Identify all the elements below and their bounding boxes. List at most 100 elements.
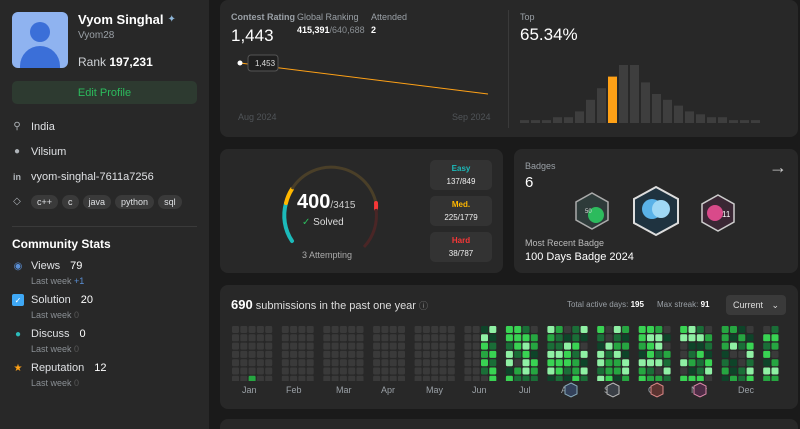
heatmap-cell[interactable] [647,350,654,358]
heatmap-cell[interactable] [514,359,522,367]
heatmap-cell[interactable] [398,326,405,333]
heatmap-cell[interactable] [356,359,364,367]
heatmap-cell[interactable] [298,342,306,350]
heatmap-cell[interactable] [256,367,264,375]
heatmap-cell[interactable] [339,326,347,333]
heatmap-cell[interactable] [564,326,571,333]
heatmap-cell[interactable] [331,367,339,375]
heatmap-cell[interactable] [622,342,630,350]
heatmap-cell[interactable] [663,326,671,333]
heatmap-cell[interactable] [655,342,663,350]
heatmap-cell[interactable] [580,342,588,350]
heatmap-cell[interactable] [439,342,447,350]
heatmap-cell[interactable] [373,342,381,350]
heatmap-cell[interactable] [613,342,621,350]
heatmap-cell[interactable] [489,334,497,342]
heatmap-cell[interactable] [647,359,654,367]
heatmap-cell[interactable] [447,342,455,350]
heatmap-cell[interactable] [705,342,713,350]
heatmap-cell[interactable] [771,359,779,367]
heatmap-cell[interactable] [688,350,696,358]
heatmap-cell[interactable] [763,367,771,375]
heatmap-cell[interactable] [240,375,248,381]
heatmap-cell[interactable] [373,350,381,358]
heatmap-cell[interactable] [663,367,671,375]
heatmap-cell[interactable] [730,326,737,333]
heatmap-cell[interactable] [564,334,571,342]
heatmap-cell[interactable] [564,342,571,350]
heatmap-cell[interactable] [572,367,580,375]
heatmap-cell[interactable] [232,367,239,375]
heatmap-cell[interactable] [746,375,754,381]
heatmap-cell[interactable] [647,326,654,333]
heatmap-cell[interactable] [281,367,289,375]
heatmap-cell[interactable] [696,342,704,350]
heatmap-cell[interactable] [647,367,654,375]
heatmap-cell[interactable] [447,334,455,342]
heatmap-cell[interactable] [547,342,555,350]
heatmap-cell[interactable] [290,375,298,381]
heatmap-cell[interactable] [613,326,621,333]
heatmap-cell[interactable] [481,375,488,381]
edit-profile-button[interactable]: Edit Profile [12,81,197,104]
heatmap-cell[interactable] [447,359,455,367]
skill-tag[interactable]: java [82,194,112,209]
heatmap-cell[interactable] [472,367,480,375]
heatmap-cell[interactable] [356,350,364,358]
heatmap-cell[interactable] [398,350,405,358]
heatmap-cell[interactable] [339,334,347,342]
heatmap-cell[interactable] [439,350,447,358]
heatmap-cell[interactable] [481,334,488,342]
heatmap-cell[interactable] [721,375,729,381]
heatmap-cell[interactable] [389,326,397,333]
heatmap-cell[interactable] [422,375,430,381]
heatmap-cell[interactable] [422,359,430,367]
heatmap-cell[interactable] [647,342,654,350]
heatmap-cell[interactable] [256,350,264,358]
heatmap-cell[interactable] [663,350,671,358]
heatmap-cell[interactable] [730,375,737,381]
heatmap-cell[interactable] [348,359,356,367]
heatmap-cell[interactable] [281,350,289,358]
heatmap-cell[interactable] [481,367,488,375]
heatmap-cell[interactable] [730,350,737,358]
heatmap-cell[interactable] [597,375,605,381]
heatmap-cell[interactable] [655,350,663,358]
heatmap-cell[interactable] [481,359,488,367]
heatmap-cell[interactable] [339,342,347,350]
heatmap-cell[interactable] [572,359,580,367]
heatmap-cell[interactable] [530,350,538,358]
heatmap-cell[interactable] [298,359,306,367]
heatmap-cell[interactable] [663,342,671,350]
heatmap-cell[interactable] [422,342,430,350]
month-badge-icon[interactable] [650,382,664,398]
heatmap-cell[interactable] [547,350,555,358]
heatmap-cell[interactable] [638,342,646,350]
heatmap-cell[interactable] [422,350,430,358]
heatmap-cell[interactable] [605,350,613,358]
heatmap-cell[interactable] [306,334,314,342]
heatmap-cell[interactable] [331,359,339,367]
linkedin-link[interactable]: in vyom-singhal-7611a7256 [13,170,154,183]
heatmap-cell[interactable] [373,367,381,375]
heatmap-cell[interactable] [638,334,646,342]
heatmap-cell[interactable] [605,375,613,381]
heatmap-cell[interactable] [331,326,339,333]
heatmap-cell[interactable] [763,359,771,367]
heatmap-cell[interactable] [398,367,405,375]
heatmap-cell[interactable] [281,334,289,342]
heatmap-cell[interactable] [422,326,430,333]
month-badge-icon[interactable] [564,382,578,398]
heatmap-cell[interactable] [663,334,671,342]
heatmap-cell[interactable] [622,334,630,342]
heatmap-cell[interactable] [248,367,256,375]
heatmap-cell[interactable] [655,334,663,342]
heatmap-cell[interactable] [472,342,480,350]
heatmap-cell[interactable] [240,350,248,358]
heatmap-cell[interactable] [290,334,298,342]
heatmap-cell[interactable] [240,326,248,333]
heatmap-cell[interactable] [339,350,347,358]
heatmap-cell[interactable] [613,334,621,342]
heatmap-cell[interactable] [505,334,513,342]
heatmap-cell[interactable] [721,367,729,375]
